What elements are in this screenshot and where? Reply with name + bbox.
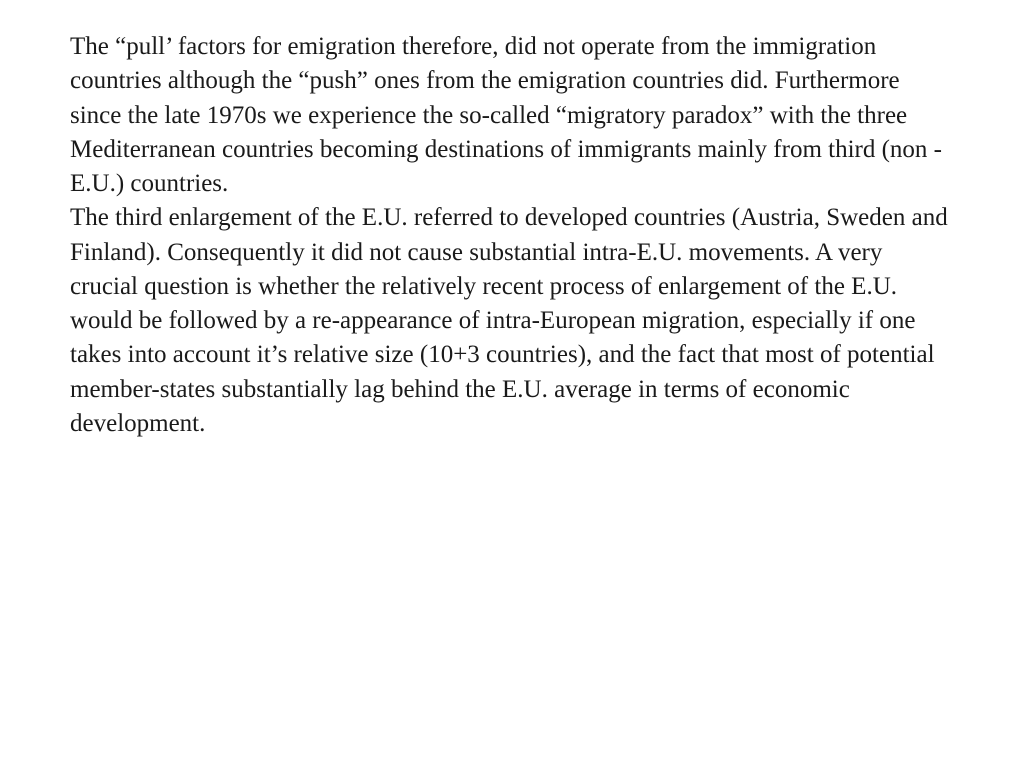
paragraph-1: The “pull’ factors for emigration theref… [70, 30, 954, 201]
document-body: The “pull’ factors for emigration theref… [70, 30, 954, 441]
paragraph-2: The third enlargement of the E.U. referr… [70, 201, 954, 441]
